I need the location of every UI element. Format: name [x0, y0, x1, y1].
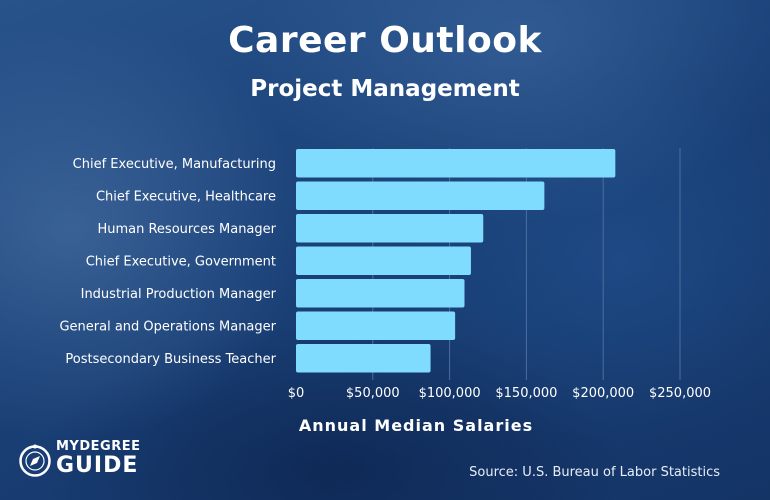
source-note: Source: U.S. Bureau of Labor Statistics	[469, 465, 720, 480]
logo-text-top: MYDEGREE	[56, 439, 141, 454]
bar	[296, 246, 471, 275]
x-tick-label: $50,000	[346, 386, 400, 401]
page-title: Career Outlook	[228, 20, 542, 61]
category-label: Human Resources Manager	[97, 222, 276, 237]
category-label: Chief Executive, Government	[86, 254, 276, 269]
category-label: Postsecondary Business Teacher	[65, 352, 276, 367]
bar	[296, 311, 456, 340]
category-labels: Chief Executive, Manufacturing Chief Exec…	[59, 157, 276, 367]
x-tick-label: $150,000	[495, 386, 557, 401]
bar	[296, 344, 431, 373]
bars	[296, 149, 616, 373]
logo-text-bottom: GUIDE	[56, 453, 139, 478]
category-label: General and Operations Manager	[59, 319, 276, 334]
x-tick-labels: $0 $50,000 $100,000 $150,000 $200,000 $250,00…	[288, 386, 711, 401]
x-tick-label: $0	[288, 386, 305, 401]
x-tick-label: $100,000	[419, 386, 481, 401]
bar	[296, 149, 616, 178]
bar	[296, 279, 465, 308]
category-label: Chief Executive, Healthcare	[96, 189, 276, 204]
category-label: Chief Executive, Manufacturing	[73, 157, 276, 172]
x-tick-label: $250,000	[649, 386, 711, 401]
compass-icon	[19, 444, 51, 477]
page-subtitle: Project Management	[250, 76, 520, 102]
x-tick-label: $200,000	[572, 386, 634, 401]
category-label: Industrial Production Manager	[81, 287, 277, 302]
x-axis-label: Annual Median Salaries	[298, 416, 534, 435]
bar	[296, 214, 484, 243]
bar	[296, 181, 545, 210]
mydegreeguide-logo: MYDEGREE GUIDE	[18, 440, 148, 486]
